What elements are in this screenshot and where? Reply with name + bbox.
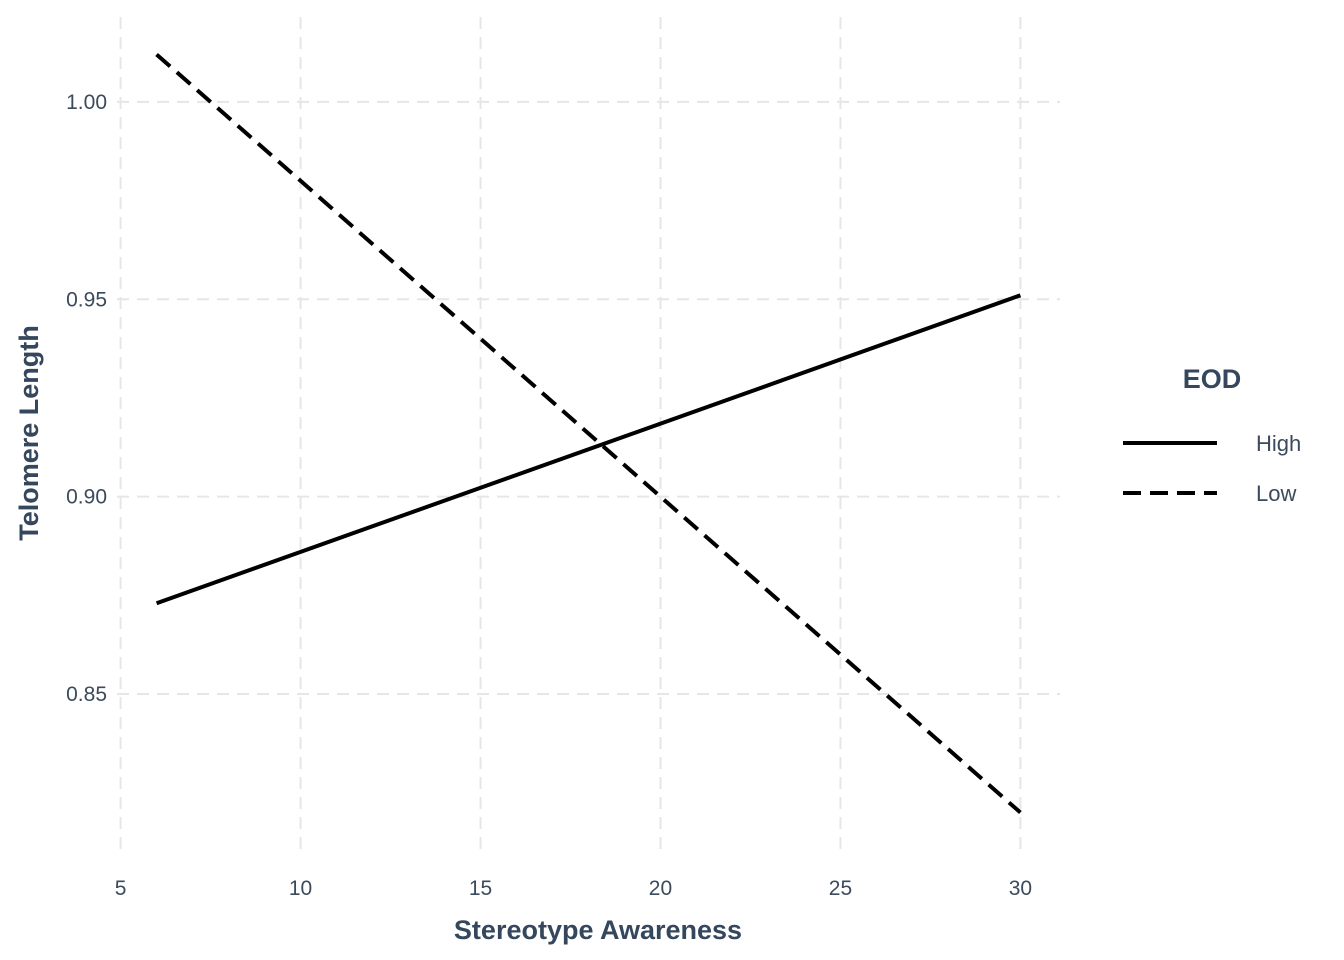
- x-tick-label: 15: [469, 877, 492, 900]
- y-tick-label: 1.00: [66, 91, 107, 114]
- series-line-low: [155, 52, 1022, 815]
- x-tick-label: 25: [829, 877, 852, 900]
- legend-title: EOD: [1183, 364, 1242, 394]
- x-tick-label: 30: [1009, 877, 1032, 900]
- x-tick-label: 20: [649, 877, 672, 900]
- legend: EOD High Low: [1123, 364, 1301, 506]
- series-lines: [155, 52, 1022, 815]
- legend-label-high: High: [1256, 431, 1301, 456]
- y-tick-label: 0.95: [66, 288, 107, 311]
- series-line-high: [155, 293, 1022, 606]
- legend-items: High Low: [1123, 431, 1301, 506]
- y-tick-label: 0.90: [66, 486, 107, 509]
- y-axis-title: Telomere Length: [14, 325, 44, 541]
- y-tick-label: 0.85: [66, 683, 107, 706]
- tick-labels: 5 10 15 20 25 30 0.85 0.90 0.95 1.00: [66, 91, 1032, 900]
- grid-lines: [117, 17, 1060, 850]
- legend-label-low: Low: [1256, 481, 1296, 506]
- x-tick-label: 5: [115, 877, 127, 900]
- x-tick-label: 10: [289, 877, 312, 900]
- x-axis-title: Stereotype Awareness: [454, 915, 742, 945]
